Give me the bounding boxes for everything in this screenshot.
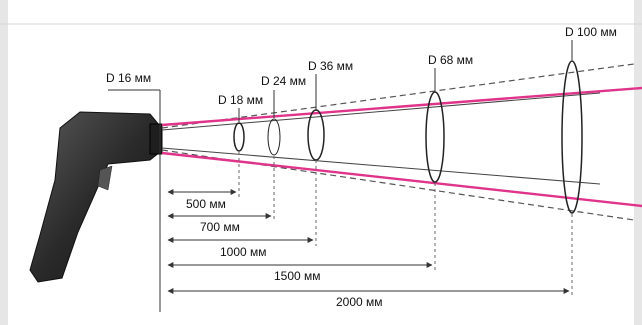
ir-thermometer-device	[29, 111, 163, 283]
label-d100: D 100 мм	[565, 25, 617, 39]
label-dist-1500: 1500 мм	[274, 269, 321, 283]
label-d36: D 36 мм	[308, 59, 353, 73]
spot-ellipse-d68	[425, 91, 445, 183]
label-d18: D 18 мм	[218, 93, 263, 107]
axis-upper	[161, 92, 601, 131]
label-dist-500: 500 мм	[186, 197, 226, 211]
spot-ellipse-d36	[307, 109, 325, 161]
laser-lower	[161, 151, 642, 208]
laser-upper	[161, 86, 642, 127]
axis-lower	[161, 147, 601, 185]
label-d24: D 24 мм	[261, 74, 306, 88]
label-dist-700: 700 мм	[200, 220, 240, 234]
left-frame	[0, 0, 8, 325]
label-dist-1000: 1000 мм	[220, 245, 267, 259]
label-d16: D 16 мм	[106, 71, 151, 85]
spot-ellipse-d18	[233, 122, 245, 152]
right-frame	[634, 0, 642, 325]
spot-ellipse-d100	[561, 60, 583, 214]
spot-ellipse-d24	[267, 118, 281, 156]
label-dist-2000: 2000 мм	[336, 295, 383, 309]
label-d68: D 68 мм	[428, 53, 473, 67]
